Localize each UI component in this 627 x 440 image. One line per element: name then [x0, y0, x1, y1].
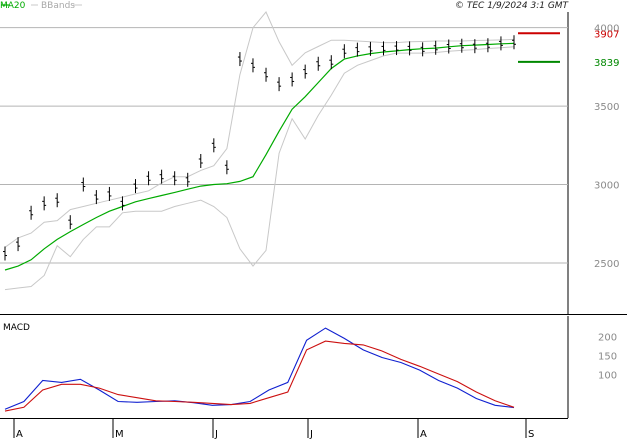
price-bar: [42, 196, 47, 211]
x-axis-label: A: [16, 429, 23, 440]
price-bar: [381, 41, 386, 56]
price-bar: [433, 40, 438, 55]
price-y-tick-label: 2500: [594, 259, 619, 270]
price-bar: [159, 169, 164, 184]
price-bar: [81, 177, 86, 192]
price-bar: [394, 41, 399, 56]
price-bar: [120, 196, 125, 211]
price-bar: [29, 205, 34, 220]
ma20-legend-label: MA20: [0, 1, 26, 11]
price-bar: [198, 154, 203, 168]
macd-plot: [4, 327, 515, 412]
copyright-text: © TEC 1/9/2024 3:1 GMT: [455, 1, 570, 11]
price-bar: [303, 64, 308, 79]
price-bar: [512, 35, 516, 50]
x-axis-label: S: [528, 429, 534, 440]
price-y-tick-label: 4000: [594, 24, 619, 35]
macd-y-tick-label: 150: [598, 352, 617, 363]
price-bar: [211, 138, 216, 153]
price-bar: [368, 41, 373, 56]
macd-panel-frame: [0, 316, 569, 419]
chart-header: MA20 BBands © TEC 1/9/2024 3:1 GMT: [0, 1, 570, 11]
bband-upper-line: [4, 11, 515, 248]
price-y-tick-label: 3500: [594, 102, 619, 113]
macd-y-axis: 100 150 200: [598, 332, 617, 381]
price-bar: [146, 171, 151, 186]
price-bar: [420, 42, 425, 57]
price-bar: [407, 41, 412, 56]
price-bar: [224, 160, 229, 175]
price-bar: [185, 172, 190, 187]
x-axis-label: J: [309, 429, 313, 440]
price-bar: [133, 179, 138, 194]
ma20-line: [4, 42, 515, 271]
price-bar: [355, 42, 360, 57]
price-bar: [472, 39, 477, 54]
price-bar: [316, 56, 321, 71]
price-gridlines: [0, 27, 568, 264]
ma20-value-label: 3839: [594, 58, 619, 69]
price-bar: [290, 72, 295, 87]
price-plot: [3, 11, 516, 291]
price-panel-frame: [0, 12, 627, 315]
bband-lower-line: [4, 46, 515, 291]
signal-line: [4, 340, 515, 412]
price-bar: [459, 38, 464, 53]
price-bar: [277, 77, 282, 92]
macd-panel-title: MACD: [3, 323, 30, 333]
price-y-axis: 2500 3000 3500 4000: [594, 24, 619, 270]
macd-line: [4, 327, 515, 410]
price-bar: [107, 186, 112, 201]
last-value-markers: 3907 3839: [518, 29, 619, 69]
macd-y-tick-label: 100: [598, 371, 617, 382]
price-bar: [264, 67, 269, 82]
price-bar: [94, 190, 99, 205]
x-axis-label: A: [420, 429, 427, 440]
price-bar: [68, 215, 73, 230]
price-bar: [485, 38, 490, 53]
price-bar: [498, 36, 503, 51]
price-bar: [16, 237, 21, 252]
price-bar: [446, 39, 451, 54]
last-price-label: 3907: [594, 29, 619, 40]
price-bar: [329, 55, 334, 70]
x-axis-label: M: [115, 429, 124, 440]
price-bar: [237, 52, 242, 67]
price-y-tick-label: 3000: [594, 181, 619, 192]
macd-y-tick-label: 200: [598, 332, 617, 343]
x-axis-label: J: [214, 429, 218, 440]
price-bar: [342, 44, 347, 59]
price-bar: [3, 246, 7, 261]
price-bar: [55, 193, 60, 208]
price-bar: [250, 58, 255, 73]
bbands-legend-label: BBands: [41, 1, 75, 11]
price-bar: [172, 171, 177, 186]
